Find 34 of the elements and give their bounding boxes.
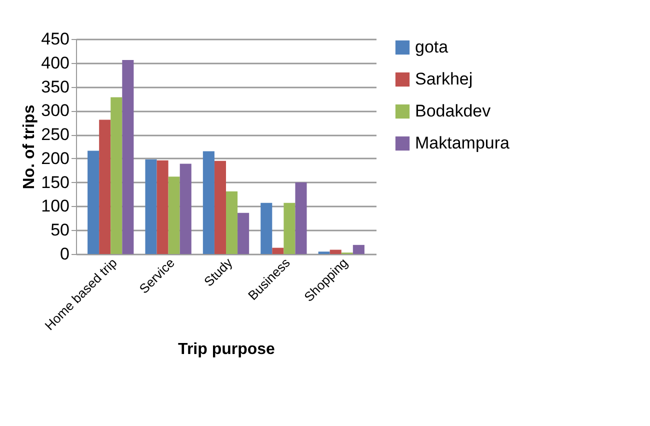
- bar: [284, 202, 296, 254]
- bar: [156, 160, 168, 254]
- y-tick-label: 450: [41, 30, 70, 48]
- legend-label: Maktampura: [415, 134, 510, 152]
- y-tick-label: 400: [41, 53, 70, 72]
- bar: [180, 164, 192, 254]
- y-tick-label: 0: [60, 244, 70, 264]
- bar: [226, 191, 238, 254]
- legend-label: gota: [415, 38, 449, 56]
- bar: [352, 244, 364, 254]
- bar: [168, 176, 180, 254]
- y-tick-label: 150: [41, 172, 70, 192]
- bar: [202, 151, 214, 254]
- bar: [260, 202, 272, 254]
- bar: [122, 60, 134, 254]
- bar: [99, 120, 111, 254]
- bar: [330, 250, 342, 254]
- legend-label: Sarkhej: [415, 70, 473, 88]
- bar: [214, 160, 226, 254]
- bar: [238, 212, 250, 254]
- y-tick-label: 50: [50, 220, 70, 240]
- y-tick-label: 200: [41, 148, 70, 168]
- bar: [110, 97, 122, 254]
- bar: [88, 150, 100, 254]
- y-tick-label: 350: [41, 77, 70, 96]
- legend-label: Bodakdev: [415, 102, 492, 120]
- y-tick-label: 100: [41, 196, 70, 216]
- x-axis-title: Trip purpose: [178, 341, 276, 358]
- bar: [295, 182, 307, 254]
- bar: [145, 159, 157, 254]
- y-tick-label: 300: [41, 101, 70, 120]
- bar: [272, 248, 284, 254]
- y-tick-label: 250: [41, 125, 70, 144]
- y-axis-title: No. of trips: [21, 104, 38, 190]
